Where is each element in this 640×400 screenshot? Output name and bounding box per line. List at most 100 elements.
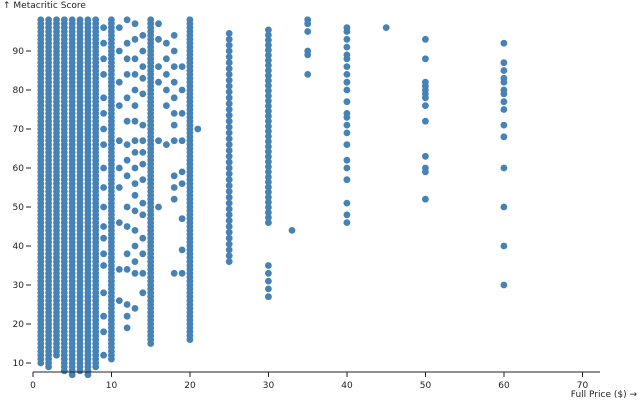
- data-point: [123, 141, 131, 149]
- data-point: [163, 71, 170, 78]
- data-point: [100, 234, 107, 242]
- data-point: [131, 258, 139, 265]
- data-point: [139, 32, 147, 39]
- data-point: [265, 117, 272, 125]
- data-point: [343, 35, 351, 43]
- data-point: [265, 92, 272, 100]
- data-point: [131, 227, 139, 234]
- data-point: [178, 168, 186, 176]
- data-point: [131, 242, 139, 250]
- data-point: [76, 16, 84, 24]
- data-point: [265, 127, 272, 135]
- data-point: [265, 285, 272, 293]
- data-point: [265, 138, 272, 145]
- data-point: [343, 199, 351, 207]
- data-point: [500, 67, 508, 74]
- data-point: [225, 82, 233, 90]
- data-point: [304, 47, 312, 55]
- data-point: [170, 269, 178, 277]
- data-point: [139, 47, 147, 55]
- data-point: [422, 35, 429, 43]
- data-point: [170, 78, 178, 86]
- y-tick-label: 50: [13, 203, 25, 213]
- data-point: [123, 39, 131, 47]
- data-point: [265, 219, 272, 227]
- data-point: [123, 324, 131, 332]
- data-point: [155, 35, 162, 43]
- data-point: [265, 31, 272, 39]
- data-point: [265, 87, 272, 95]
- data-point: [265, 293, 272, 301]
- data-point: [225, 100, 233, 108]
- data-point: [194, 125, 202, 133]
- y-tick-label: 30: [13, 281, 25, 291]
- data-point: [225, 117, 233, 125]
- data-point: [53, 16, 60, 24]
- data-point: [139, 90, 147, 98]
- data-point: [265, 204, 272, 211]
- data-point: [422, 102, 429, 109]
- data-point: [123, 55, 131, 63]
- data-point: [225, 228, 233, 236]
- y-tick-label: 70: [13, 125, 25, 135]
- data-point: [500, 281, 508, 289]
- x-tick-label: 60: [498, 381, 510, 391]
- data-point: [265, 168, 272, 176]
- data-point: [178, 63, 186, 70]
- data-point: [123, 301, 131, 308]
- data-point: [92, 16, 100, 24]
- data-point: [343, 63, 351, 70]
- data-point: [225, 170, 233, 178]
- data-point: [123, 94, 131, 102]
- data-point: [131, 207, 139, 215]
- data-point: [155, 137, 162, 145]
- data-point: [100, 141, 107, 149]
- data-point: [225, 188, 233, 195]
- y-tick-label: 10: [13, 359, 25, 369]
- data-point: [382, 24, 390, 31]
- data-point: [131, 137, 139, 145]
- data-point: [139, 63, 147, 70]
- data-point: [265, 67, 272, 74]
- data-point: [131, 305, 139, 312]
- data-point: [100, 351, 107, 359]
- data-point: [343, 219, 351, 227]
- data-point: [343, 176, 351, 184]
- data-point: [170, 121, 178, 129]
- data-point: [500, 133, 508, 141]
- x-tick-label: 20: [184, 381, 196, 391]
- data-point: [139, 211, 147, 219]
- data-point: [139, 269, 147, 277]
- data-point: [100, 203, 107, 211]
- data-point: [225, 205, 233, 213]
- data-point: [139, 250, 147, 258]
- data-point: [100, 250, 107, 258]
- data-point: [288, 227, 296, 234]
- data-point: [178, 215, 186, 223]
- data-point: [265, 209, 272, 216]
- data-point: [500, 242, 508, 250]
- data-point: [265, 46, 272, 54]
- data-point: [131, 35, 139, 43]
- y-tick-label: 80: [13, 86, 25, 96]
- data-point: [225, 223, 233, 230]
- data-point: [265, 193, 272, 201]
- data-point: [265, 269, 272, 277]
- data-point: [139, 74, 147, 82]
- data-point: [265, 148, 272, 156]
- data-point: [500, 203, 508, 211]
- data-point: [500, 59, 508, 67]
- data-point: [343, 211, 351, 219]
- data-point: [163, 39, 170, 47]
- data-point: [343, 121, 351, 129]
- data-point: [422, 152, 429, 160]
- data-point: [155, 63, 162, 70]
- data-point: [178, 180, 186, 188]
- data-point: [225, 147, 233, 154]
- data-point: [343, 43, 351, 51]
- data-point: [131, 71, 139, 78]
- data-point: [139, 137, 147, 145]
- data-point: [500, 74, 508, 82]
- data-point: [265, 82, 272, 90]
